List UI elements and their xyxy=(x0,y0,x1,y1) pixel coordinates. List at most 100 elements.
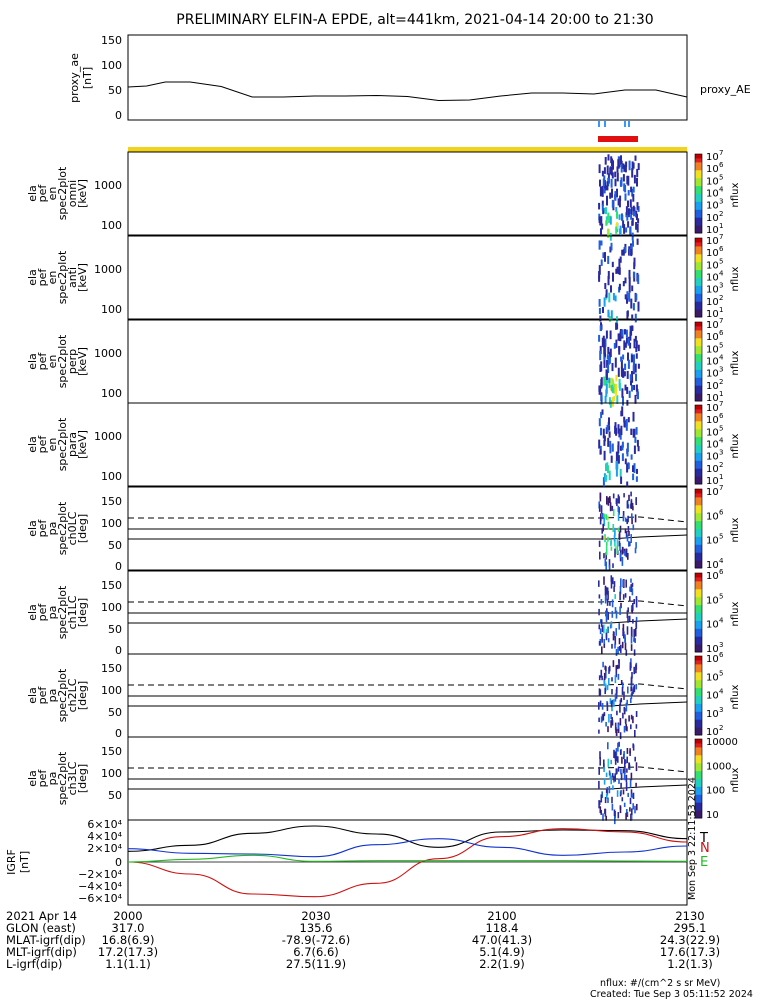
colorbar-tick-exponent: 5 xyxy=(719,424,723,432)
spectrum-pixel xyxy=(626,370,629,379)
pa-pixel xyxy=(614,773,616,782)
colorbar-swatch xyxy=(695,550,702,553)
pa-ylabel-line: pa xyxy=(46,606,59,620)
pa-ylabel-line: ela xyxy=(26,687,39,704)
pa-pixel xyxy=(608,786,611,794)
colorbar-swatch xyxy=(695,598,702,602)
colorbar-swatch xyxy=(695,285,702,288)
pa-pixel xyxy=(631,517,633,525)
footer-row-label: 2021 Apr 14 xyxy=(6,909,77,923)
spectrum-pixel xyxy=(620,359,623,368)
colorbar-swatch xyxy=(695,291,702,294)
pa-pixel xyxy=(621,546,624,555)
pa-pixel xyxy=(607,742,609,750)
spectrum-pixel xyxy=(621,444,624,451)
spectrum-ylabel-line: spec2plot xyxy=(56,250,69,304)
pa-pixel xyxy=(599,806,602,814)
spectrum-ytick: 1000 xyxy=(94,430,122,443)
colorbar-swatch xyxy=(695,313,702,316)
colorbar-swatch xyxy=(695,440,702,444)
spectrum-pixel xyxy=(630,245,633,252)
colorbar-swatch xyxy=(695,681,702,685)
spectrum-ylabel-line: ela xyxy=(26,353,39,370)
spectrum-ylabel-line: spec2plot xyxy=(56,417,69,471)
pa-pixel xyxy=(629,748,631,754)
spectrum-panel-frame xyxy=(127,319,688,404)
colorbar-swatch xyxy=(695,169,702,173)
pa-pixel xyxy=(629,779,632,788)
footer-cell: 27.5(11.9) xyxy=(286,957,346,971)
spectrum-pixel xyxy=(608,377,611,383)
pa-pixel xyxy=(611,610,614,618)
spectrum-pixel xyxy=(625,206,628,216)
colorbar-swatch xyxy=(695,657,702,661)
pa-pixel xyxy=(617,494,620,504)
pa-pixel xyxy=(633,649,636,656)
spectrum-pixel xyxy=(616,316,618,326)
spectrum-pixel xyxy=(603,360,606,368)
spectrum-pixel xyxy=(622,369,624,378)
spectrum-pixel xyxy=(601,170,604,177)
pa-pixel xyxy=(599,504,601,510)
spectrum-pixel xyxy=(628,284,631,293)
spectrum-pixel xyxy=(620,163,623,173)
colorbar-swatch xyxy=(695,707,702,710)
spectrum-pixel xyxy=(624,277,627,284)
colorbar-tick-exponent: 2 xyxy=(719,210,723,218)
colorbar-swatch xyxy=(695,671,702,675)
colorbar-swatch xyxy=(695,223,702,226)
colorbar-swatch xyxy=(695,715,702,718)
spectrum-pixel xyxy=(637,163,640,170)
colorbar-title: nflux xyxy=(730,351,741,376)
footer-row-label: MLAT-igrf(dip) xyxy=(6,933,86,947)
pa-pixel xyxy=(614,675,617,684)
spectrum-ylabel-line: spec2plot xyxy=(56,334,69,388)
spectrum-pixel xyxy=(633,262,636,270)
loss-cone-dashed-line xyxy=(128,683,688,690)
spectrum-heatmap xyxy=(598,322,640,408)
spectrum-pixel xyxy=(616,266,619,274)
spectrum-pixel xyxy=(629,208,632,215)
spectrum-pixel xyxy=(627,175,630,186)
colorbar-swatch xyxy=(695,454,702,457)
pa-pixel xyxy=(631,588,634,596)
pa-pixel xyxy=(631,582,634,587)
spectrum-pixel xyxy=(615,451,618,462)
pa-pixel xyxy=(630,676,633,686)
spectrum-pixel xyxy=(609,384,612,391)
pa-pixel xyxy=(603,518,605,527)
pa-pixel xyxy=(612,509,615,517)
spectrum-pixel xyxy=(608,178,610,184)
colorbar-swatch xyxy=(695,347,702,351)
colorbar-swatch xyxy=(695,536,702,539)
pa-pixel xyxy=(619,732,622,740)
spectrum-pixel xyxy=(630,298,633,309)
colorbar-swatch xyxy=(695,414,702,418)
colorbar-swatch xyxy=(695,424,702,428)
colorbar-swatch xyxy=(695,460,702,463)
pa-pixel xyxy=(612,660,615,668)
pa-pixel xyxy=(600,794,603,803)
colorbar-title: nflux xyxy=(730,768,741,793)
pa-pixel xyxy=(605,788,608,794)
colorbar-tick-label: 10 xyxy=(706,309,719,320)
pa-pixel xyxy=(620,602,622,609)
pa-pixel xyxy=(621,756,623,764)
colorbar-swatch xyxy=(695,636,702,639)
pa-pixel xyxy=(600,619,602,624)
colorbar-swatch xyxy=(695,199,702,202)
colorbar-swatch xyxy=(695,247,702,251)
pa-pixel xyxy=(616,545,619,554)
spectrum-ylabel-line: en xyxy=(46,271,59,285)
pa-ytick: 150 xyxy=(101,495,122,508)
pa-pixel xyxy=(630,814,633,820)
spectrum-pixel xyxy=(623,416,626,423)
spectrum-pixel xyxy=(606,424,609,433)
pa-pixel xyxy=(623,751,625,758)
colorbar-swatch xyxy=(695,766,702,770)
pa-pixel xyxy=(628,541,630,547)
pa-pixel xyxy=(630,626,633,636)
colorbar-swatch xyxy=(695,456,702,459)
colorbar-swatch xyxy=(695,524,702,528)
